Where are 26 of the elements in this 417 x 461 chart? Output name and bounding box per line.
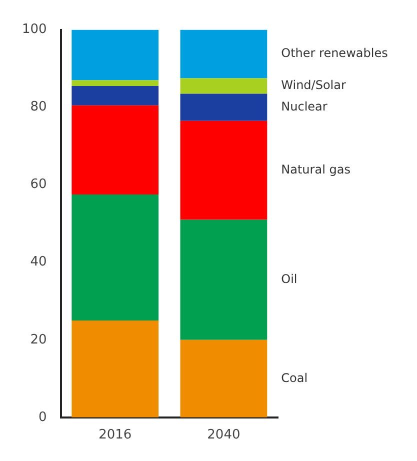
bar [72, 30, 159, 80]
bar [180, 120, 268, 220]
series-label: Wind/Solar [281, 78, 346, 92]
y-tick-label: 60 [30, 177, 47, 192]
bar [180, 220, 268, 340]
bar [180, 78, 268, 94]
series-label: Coal [281, 370, 308, 385]
series-label: Other renewables [281, 46, 388, 60]
x-tick-label: 2040 [207, 428, 240, 443]
y-tick-label: 80 [30, 100, 47, 115]
y-tick-label: 0 [38, 410, 47, 425]
y-tick-label: 40 [30, 254, 47, 270]
series-label: Oil [281, 272, 298, 286]
bar [72, 105, 159, 195]
bar [72, 80, 159, 86]
y-tick-label: 20 [30, 332, 47, 348]
y-tick-label: 100 [22, 22, 47, 38]
bar [180, 30, 268, 78]
x-tick-label: 2016 [98, 428, 132, 443]
bar [72, 86, 159, 106]
series-label: Nuclear [281, 99, 328, 114]
bar [180, 340, 268, 418]
series-label: Natural gas [281, 162, 350, 176]
bar [72, 320, 159, 418]
bar [72, 194, 159, 320]
bar [180, 94, 268, 121]
